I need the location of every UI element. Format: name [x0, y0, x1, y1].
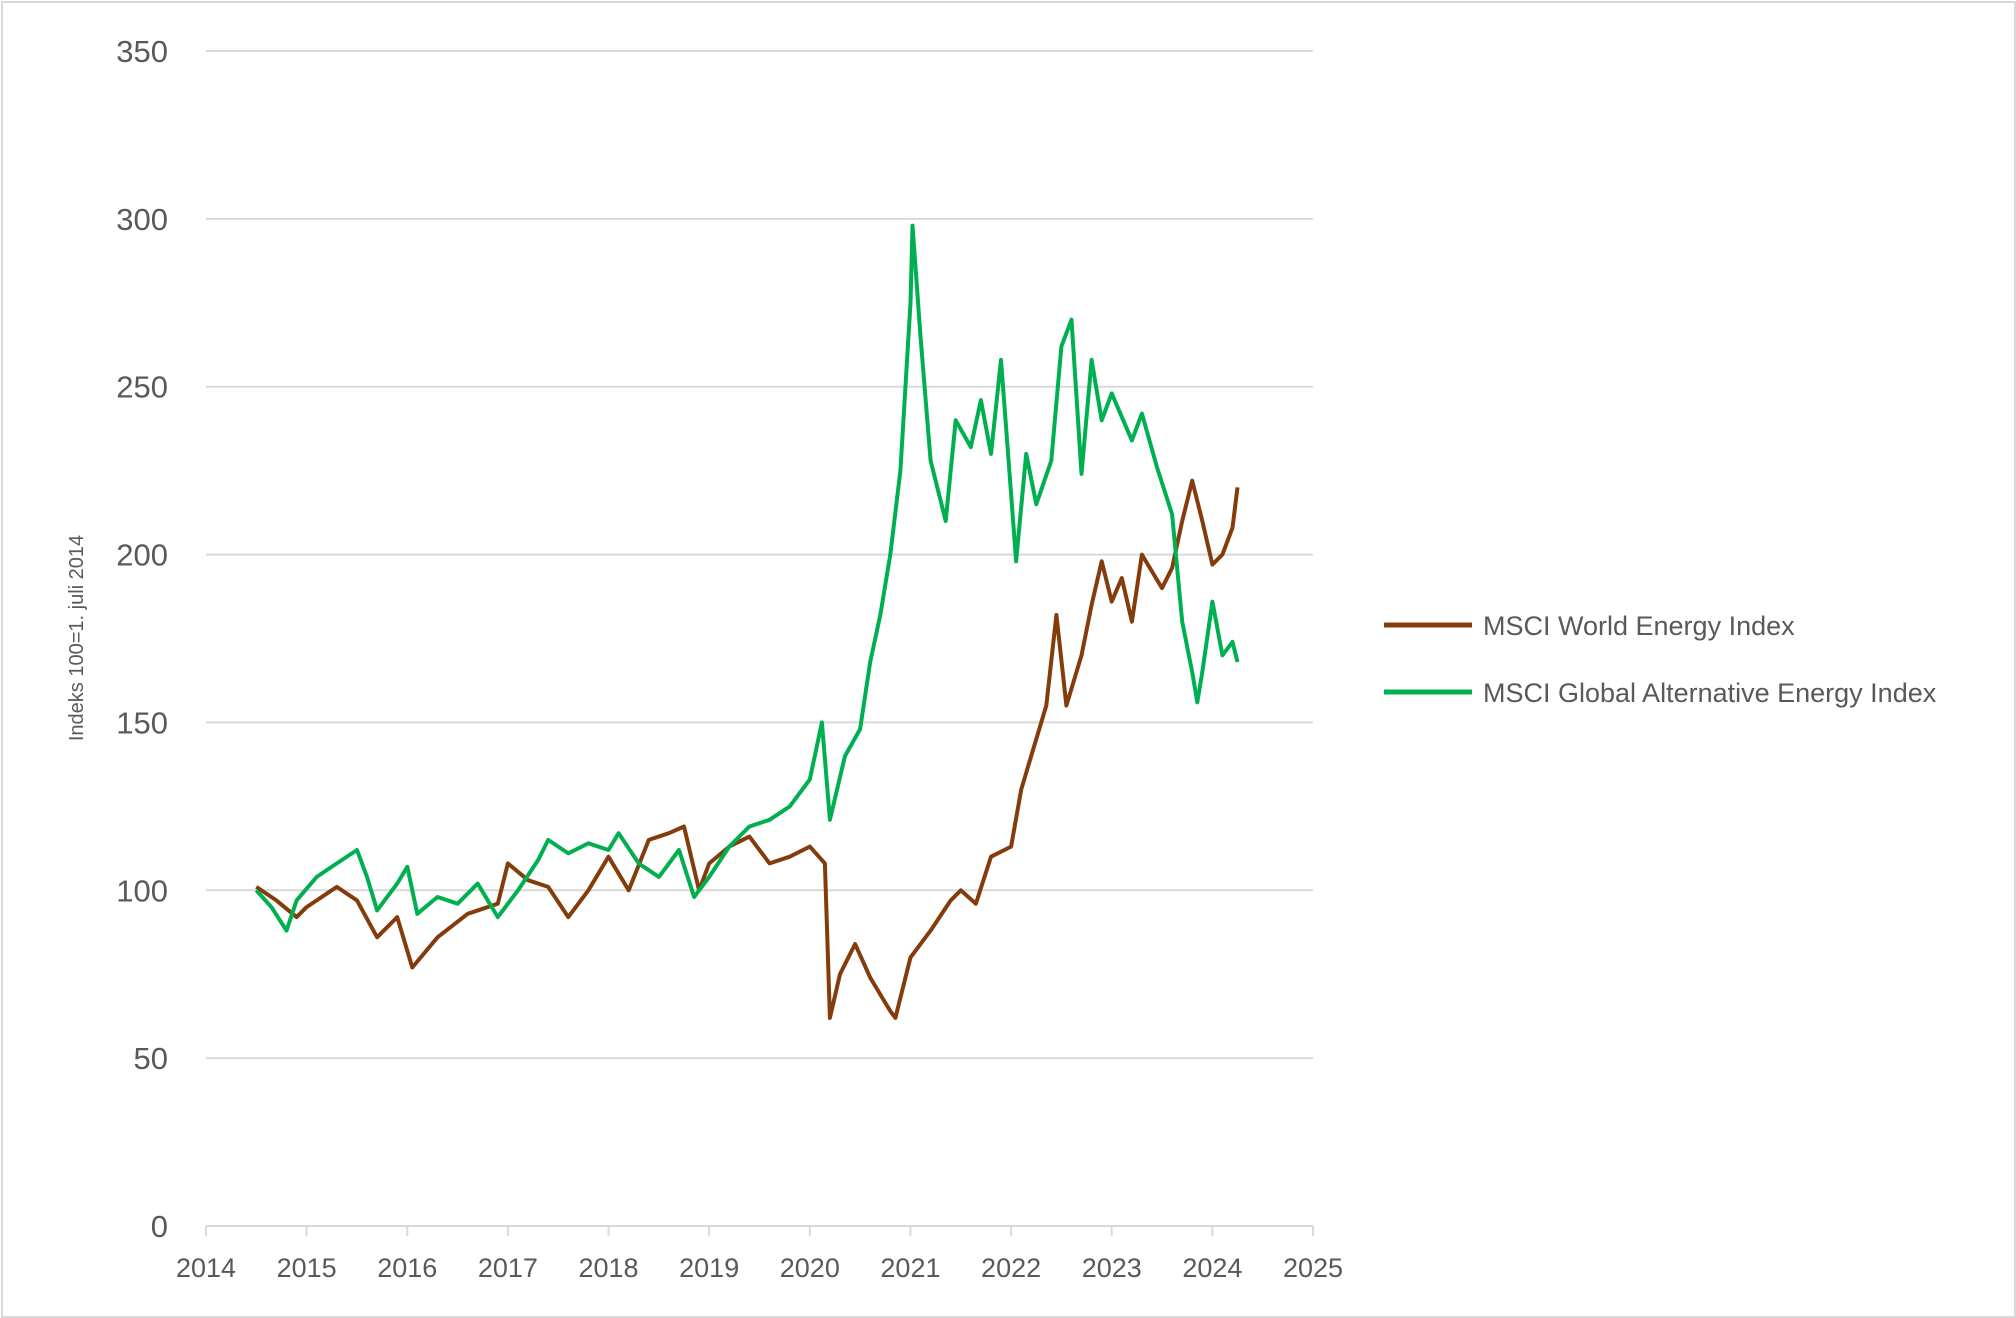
y-tick-label: 350	[116, 34, 168, 69]
y-tick-label: 50	[134, 1041, 168, 1076]
x-tick-label: 2014	[176, 1253, 236, 1283]
legend: MSCI World Energy Index MSCI Global Alter…	[1384, 611, 1937, 708]
y-tick-label: 200	[116, 538, 168, 573]
x-tick-label: 2020	[780, 1253, 840, 1283]
y-tick-label: 250	[116, 370, 168, 405]
x-tick-label: 2023	[1082, 1253, 1142, 1283]
series-lines	[254, 223, 1240, 1020]
series-line-alternative-energy	[254, 223, 1240, 933]
y-axis: 0 50 100 150 200 250 300 350	[116, 34, 168, 1244]
x-tick-label: 2016	[377, 1253, 437, 1283]
x-tick-label: 2022	[981, 1253, 1041, 1283]
legend-label: MSCI Global Alternative Energy Index	[1483, 678, 1937, 708]
x-tick-label: 2017	[478, 1253, 538, 1283]
x-tick-label: 2019	[679, 1253, 739, 1283]
x-tick-label: 2024	[1182, 1253, 1242, 1283]
y-axis-label: Indeks 100=1. juli 2014	[66, 535, 88, 741]
y-tick-label: 300	[116, 202, 168, 237]
series-line-world-energy	[255, 478, 1240, 1020]
x-tick-label: 2015	[277, 1253, 337, 1283]
x-tick-label: 2025	[1283, 1253, 1343, 1283]
legend-label: MSCI World Energy Index	[1483, 611, 1795, 641]
y-tick-label: 0	[151, 1209, 168, 1244]
y-tick-label: 150	[116, 705, 168, 740]
x-axis: 2014 2015 2016 2017 2018 2019 2020 2021 2022 2023…	[176, 1225, 1343, 1283]
gridlines	[206, 50, 1313, 1060]
x-tick-label: 2018	[579, 1253, 639, 1283]
y-tick-label: 100	[116, 873, 168, 908]
x-tick-label: 2021	[880, 1253, 940, 1283]
